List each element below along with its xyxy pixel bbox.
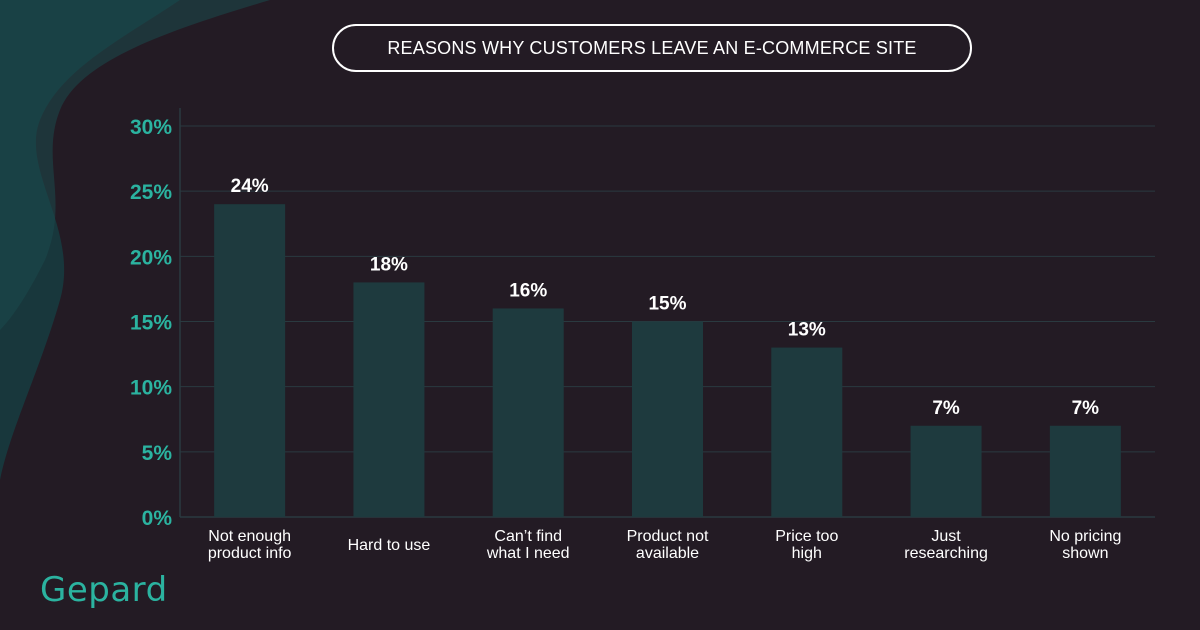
value-label: 16%: [509, 280, 547, 301]
value-label: 24%: [231, 176, 269, 197]
bar: [214, 204, 286, 517]
y-tick-label: 15%: [130, 312, 172, 335]
y-tick-label: 25%: [130, 181, 172, 204]
value-label: 15%: [648, 294, 686, 315]
y-tick-label: 20%: [130, 246, 172, 269]
x-category-label: product info: [208, 545, 292, 562]
chart-title: REASONS WHY CUSTOMERS LEAVE AN E-COMMERC…: [332, 24, 972, 72]
x-category-label: Can’t find: [494, 528, 562, 545]
bar: [1049, 425, 1121, 517]
x-category-label: No pricing: [1049, 528, 1121, 545]
bar: [632, 321, 703, 517]
x-category-label: Product not: [627, 528, 709, 545]
x-category-label: high: [792, 545, 822, 562]
value-label: 18%: [370, 254, 408, 275]
x-category-label: Just: [931, 528, 961, 545]
x-category-label: Hard to use: [348, 537, 431, 554]
value-label: 7%: [1072, 398, 1100, 419]
x-category-label: what I need: [486, 545, 570, 562]
x-category-label: Not enough: [208, 528, 291, 545]
brand-logo: Gepard: [40, 570, 168, 610]
bar: [492, 308, 564, 517]
value-label: 7%: [932, 398, 960, 419]
y-tick-label: 5%: [142, 442, 173, 465]
y-tick-label: 30%: [130, 116, 172, 139]
y-tick-label: 0%: [142, 507, 173, 530]
x-category-label: Price too: [775, 528, 838, 545]
bar: [353, 282, 425, 517]
y-tick-label: 10%: [130, 377, 172, 400]
x-category-label: available: [636, 545, 699, 562]
bar: [771, 347, 843, 517]
value-label: 13%: [788, 320, 826, 341]
x-category-label: shown: [1062, 545, 1108, 562]
x-category-label: researching: [904, 545, 988, 562]
bar: [910, 425, 982, 517]
